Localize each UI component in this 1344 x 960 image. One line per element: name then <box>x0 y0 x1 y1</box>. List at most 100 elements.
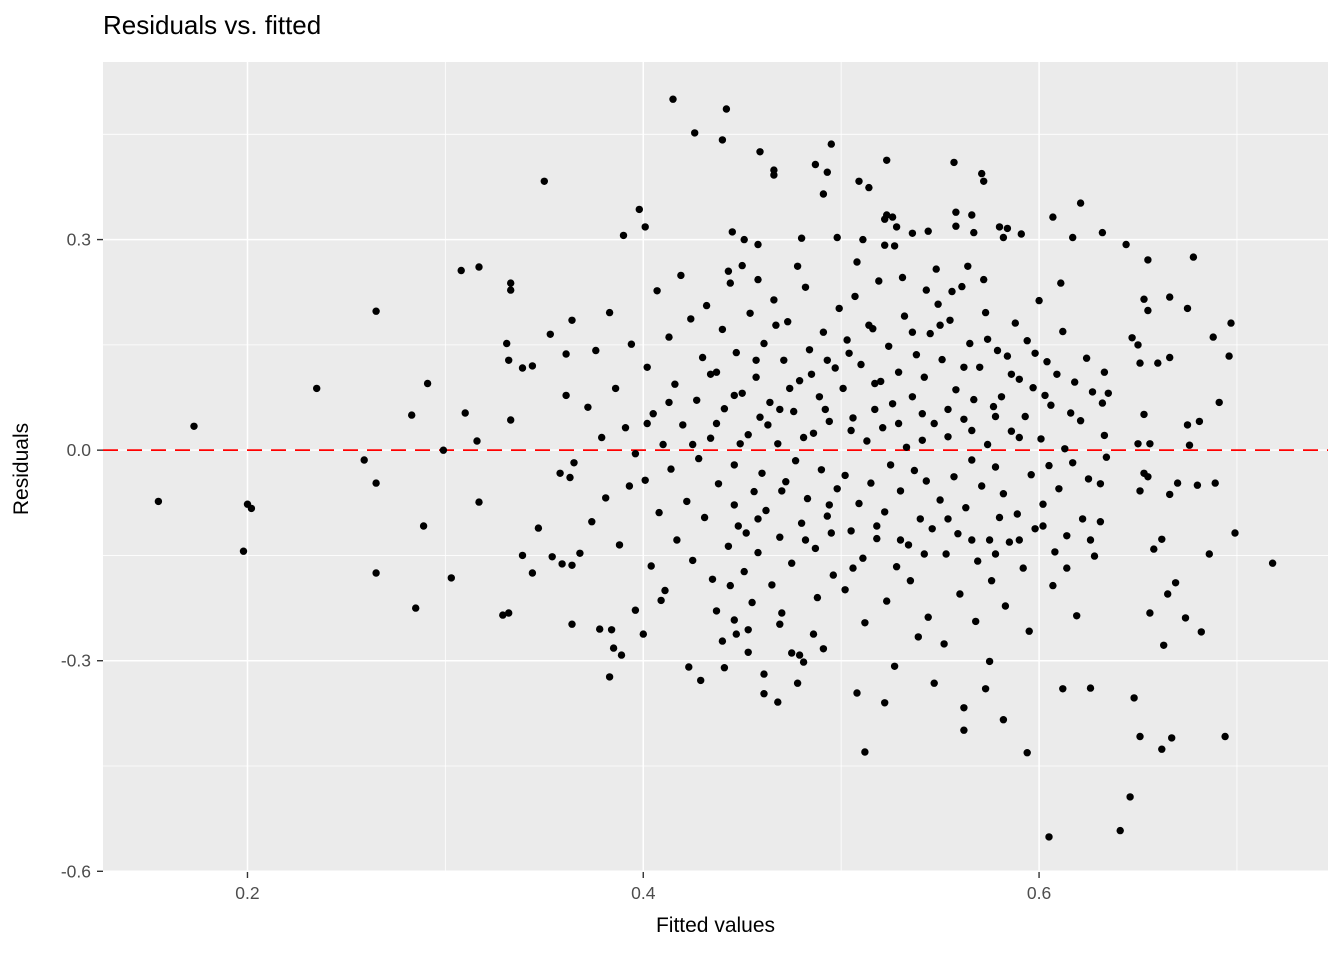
data-point <box>671 380 679 388</box>
data-point <box>457 266 465 275</box>
data-point <box>1166 490 1174 499</box>
data-point <box>778 609 786 617</box>
data-point <box>1225 352 1233 360</box>
data-point <box>867 479 875 487</box>
data-point <box>983 440 992 449</box>
data-point <box>419 522 428 530</box>
data-point <box>1003 224 1012 233</box>
data-point <box>1015 375 1023 383</box>
data-point <box>885 342 893 350</box>
data-point <box>841 586 849 594</box>
data-point <box>724 542 733 550</box>
data-point <box>1166 293 1174 301</box>
data-point <box>924 227 932 235</box>
data-point <box>653 287 661 295</box>
y-tick-label: -0.6 <box>61 861 91 881</box>
data-point <box>734 522 742 530</box>
data-point <box>661 586 669 595</box>
data-point <box>534 524 543 532</box>
data-point <box>1071 378 1079 386</box>
data-point <box>776 620 784 628</box>
data-point <box>831 364 839 372</box>
data-point <box>946 316 954 324</box>
data-point <box>968 426 976 435</box>
data-point <box>853 258 861 266</box>
data-point <box>900 312 909 320</box>
data-point <box>732 348 740 357</box>
data-point <box>505 609 513 617</box>
data-point <box>926 329 934 338</box>
data-point <box>778 487 786 495</box>
data-point <box>615 541 624 549</box>
data-point <box>562 391 570 400</box>
data-point <box>706 434 715 442</box>
data-point <box>918 410 926 418</box>
data-point <box>714 480 723 488</box>
data-point <box>930 679 938 687</box>
data-point <box>764 421 772 429</box>
data-point <box>916 515 924 523</box>
data-point <box>833 485 841 493</box>
data-point <box>712 607 721 615</box>
data-point <box>991 463 1000 471</box>
data-point <box>793 679 802 687</box>
data-point <box>1045 833 1053 841</box>
data-point <box>809 429 818 437</box>
data-point <box>847 527 855 535</box>
data-point <box>598 433 606 442</box>
data-point <box>602 494 610 502</box>
data-point <box>643 419 651 428</box>
data-point <box>1088 388 1097 396</box>
data-point <box>754 240 762 249</box>
data-point <box>807 370 816 378</box>
data-point <box>849 564 857 572</box>
data-point <box>239 547 248 555</box>
data-point <box>950 158 958 167</box>
data-point <box>754 548 762 557</box>
data-point <box>914 633 922 641</box>
data-point <box>1053 370 1061 378</box>
data-point <box>801 536 810 544</box>
data-point <box>1061 445 1069 453</box>
data-point <box>813 593 822 602</box>
data-point <box>503 339 511 348</box>
data-point <box>760 670 768 678</box>
data-point <box>631 606 640 614</box>
data-point <box>1023 337 1031 345</box>
data-point <box>625 482 634 490</box>
data-point <box>732 630 740 638</box>
data-point <box>746 309 754 317</box>
data-point <box>1150 545 1158 553</box>
data-point <box>736 440 744 448</box>
data-point <box>902 443 911 451</box>
data-point <box>890 242 899 250</box>
data-point <box>978 169 986 178</box>
data-point <box>845 349 853 357</box>
data-point <box>968 211 976 219</box>
data-point <box>827 529 835 537</box>
data-point <box>724 267 733 275</box>
data-point <box>873 522 881 530</box>
data-point <box>677 271 685 280</box>
data-point <box>1047 401 1055 409</box>
data-point <box>770 296 778 304</box>
data-point <box>896 536 905 544</box>
data-point <box>978 482 986 490</box>
data-point <box>797 519 806 527</box>
data-point <box>825 501 833 509</box>
data-point <box>718 136 727 144</box>
data-point <box>1041 391 1049 400</box>
data-point <box>970 228 978 237</box>
data-point <box>631 450 640 458</box>
x-tick-label: 0.6 <box>1027 883 1051 903</box>
data-point <box>857 360 865 369</box>
data-point <box>1100 431 1109 440</box>
data-point <box>1134 440 1142 448</box>
data-point <box>540 177 548 185</box>
data-point <box>1049 213 1057 221</box>
data-point <box>744 431 752 439</box>
data-point <box>970 395 978 404</box>
data-point <box>795 377 804 385</box>
data-point <box>1007 370 1016 378</box>
